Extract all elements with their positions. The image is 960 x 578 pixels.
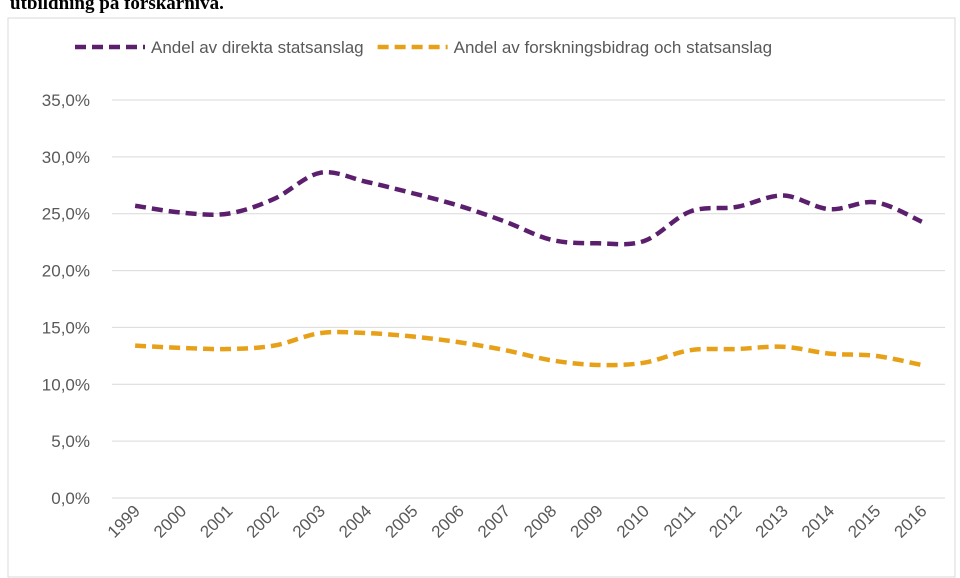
y-tick-label: 5,0%: [51, 432, 90, 451]
chart-frame: [7, 17, 956, 578]
y-tick-label: 30,0%: [42, 148, 90, 167]
legend-label: Andel av direkta statsanslag: [151, 38, 364, 57]
y-tick-label: 10,0%: [42, 375, 90, 394]
line-series: [134, 169, 923, 247]
legend-label: Andel av forskningsbidrag och statsansla…: [454, 38, 772, 57]
y-tick-label: 35,0%: [42, 91, 90, 110]
y-tick-label: 20,0%: [42, 262, 90, 281]
chart-title: utbildning på forskarnivå.: [10, 0, 224, 14]
y-tick-label: 25,0%: [42, 205, 90, 224]
line-series: [135, 329, 923, 368]
y-tick-label: 15,0%: [42, 318, 90, 337]
y-tick-label: 0,0%: [51, 489, 90, 508]
